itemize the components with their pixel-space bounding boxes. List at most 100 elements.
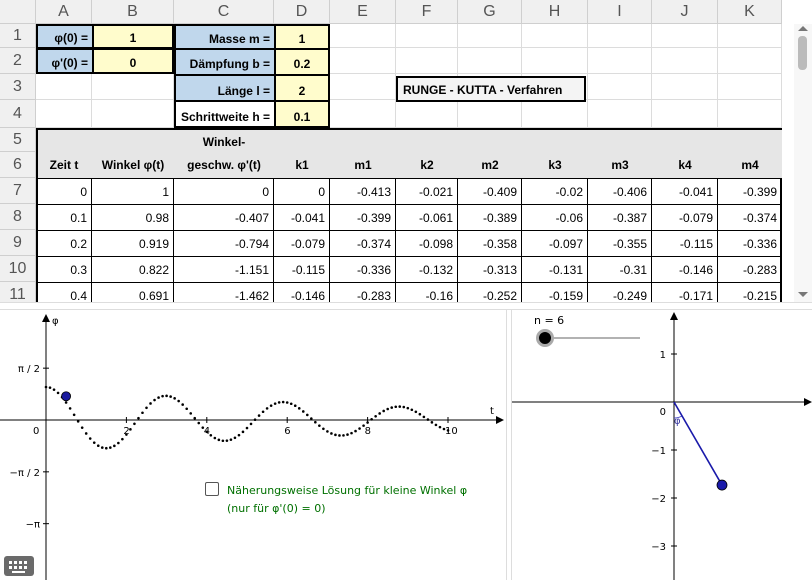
table-cell[interactable]: -0.399	[330, 204, 396, 230]
column-header-i[interactable]: I	[588, 0, 652, 24]
grid-cell[interactable]	[396, 24, 458, 48]
row-header-6[interactable]: 6	[0, 152, 36, 178]
table-cell[interactable]: -0.794	[174, 230, 274, 256]
grid-cell[interactable]	[588, 48, 652, 74]
grid-cell[interactable]	[92, 100, 174, 128]
row-header-7[interactable]: 7	[0, 178, 36, 204]
table-cell[interactable]: -0.413	[330, 178, 396, 204]
grid-cell[interactable]	[588, 74, 652, 100]
grid-cell[interactable]	[588, 24, 652, 48]
column-header-j[interactable]: J	[652, 0, 718, 24]
grid-cell[interactable]	[330, 24, 396, 48]
column-header-c[interactable]: C	[174, 0, 274, 24]
grid-cell[interactable]	[458, 24, 522, 48]
table-cell[interactable]: -0.021	[396, 178, 458, 204]
row-header-3[interactable]: 3	[0, 74, 36, 100]
table-cell[interactable]: -0.06	[522, 204, 588, 230]
grid-cell[interactable]	[652, 74, 718, 100]
grid-cell[interactable]	[718, 100, 782, 128]
table-cell[interactable]: -0.336	[718, 230, 782, 256]
row-header-8[interactable]: 8	[0, 204, 36, 230]
slider-handle[interactable]	[536, 329, 554, 347]
grid-cell[interactable]	[522, 24, 588, 48]
table-cell[interactable]: -0.132	[396, 256, 458, 282]
grid-cell[interactable]	[718, 24, 782, 48]
table-cell[interactable]: -0.283	[718, 256, 782, 282]
current-point[interactable]	[61, 391, 71, 402]
phi0-value[interactable]: 1	[92, 24, 174, 49]
table-cell[interactable]: 0.98	[92, 204, 174, 230]
vertical-scrollbar[interactable]	[794, 24, 812, 302]
table-cell[interactable]: -0.283	[330, 282, 396, 302]
table-cell[interactable]: -0.252	[458, 282, 522, 302]
table-cell[interactable]: -1.151	[174, 256, 274, 282]
dphi0-value[interactable]: 0	[92, 48, 174, 74]
table-cell[interactable]: -0.097	[522, 230, 588, 256]
grid-cell[interactable]	[92, 74, 174, 100]
row-header-2[interactable]: 2	[0, 48, 36, 74]
view-divider[interactable]	[0, 302, 812, 310]
row-header-4[interactable]: 4	[0, 100, 36, 128]
row-header-5[interactable]: 5	[0, 128, 36, 152]
scroll-up-icon[interactable]	[798, 26, 808, 31]
table-cell[interactable]: -0.336	[330, 256, 396, 282]
row-header-10[interactable]: 10	[0, 256, 36, 282]
table-cell[interactable]: -0.399	[718, 178, 782, 204]
table-cell[interactable]: -0.171	[652, 282, 718, 302]
approx-checkbox[interactable]	[205, 482, 219, 496]
table-cell[interactable]: 0.4	[36, 282, 92, 302]
column-header-a[interactable]: A	[36, 0, 92, 24]
table-cell[interactable]: -0.407	[174, 204, 274, 230]
table-cell[interactable]: -0.115	[274, 256, 330, 282]
column-header-b[interactable]: B	[92, 0, 174, 24]
scrollbar-thumb[interactable]	[798, 36, 807, 70]
table-cell[interactable]: 0.691	[92, 282, 174, 302]
grid-cell[interactable]	[458, 48, 522, 74]
table-cell[interactable]: -0.146	[274, 282, 330, 302]
table-cell[interactable]: -0.041	[652, 178, 718, 204]
table-cell[interactable]: -0.079	[274, 230, 330, 256]
column-header-g[interactable]: G	[458, 0, 522, 24]
graphics-view-pendulum[interactable]: n = 6 1 0 −1 −2 −3 φ	[512, 310, 812, 580]
table-cell[interactable]: -0.079	[652, 204, 718, 230]
grid-cell[interactable]	[396, 48, 458, 74]
table-cell[interactable]: -0.406	[588, 178, 652, 204]
mass-value[interactable]: 1	[274, 24, 330, 50]
grid-cell[interactable]	[396, 100, 458, 128]
row-header-9[interactable]: 9	[0, 230, 36, 256]
length-value[interactable]: 2	[274, 74, 330, 102]
grid-cell[interactable]	[458, 100, 522, 128]
grid-cell[interactable]	[652, 48, 718, 74]
column-header-k[interactable]: K	[718, 0, 782, 24]
table-cell[interactable]: -0.115	[652, 230, 718, 256]
table-cell[interactable]: -0.131	[522, 256, 588, 282]
keyboard-icon[interactable]	[4, 556, 34, 576]
grid-cell[interactable]	[718, 48, 782, 74]
table-cell[interactable]: 1	[92, 178, 174, 204]
row-header-11[interactable]: 11	[0, 282, 36, 302]
grid-cell[interactable]	[652, 100, 718, 128]
table-cell[interactable]: -0.098	[396, 230, 458, 256]
grid-cell[interactable]	[718, 74, 782, 100]
grid-cell[interactable]	[330, 48, 396, 74]
damping-value[interactable]: 0.2	[274, 48, 330, 76]
table-cell[interactable]: -0.249	[588, 282, 652, 302]
table-cell[interactable]: -0.409	[458, 178, 522, 204]
column-header-f[interactable]: F	[396, 0, 458, 24]
table-cell[interactable]: -0.16	[396, 282, 458, 302]
column-header-e[interactable]: E	[330, 0, 396, 24]
grid-cell[interactable]	[588, 100, 652, 128]
column-header-h[interactable]: H	[522, 0, 588, 24]
table-cell[interactable]: -0.387	[588, 204, 652, 230]
column-header-d[interactable]: D	[274, 0, 330, 24]
table-cell[interactable]: -0.31	[588, 256, 652, 282]
table-cell[interactable]: -0.313	[458, 256, 522, 282]
table-cell[interactable]: -0.358	[458, 230, 522, 256]
grid-cell[interactable]	[522, 48, 588, 74]
table-cell[interactable]: -0.146	[652, 256, 718, 282]
table-cell[interactable]: 0.1	[36, 204, 92, 230]
scroll-down-icon[interactable]	[798, 292, 808, 297]
grid-cell[interactable]	[522, 100, 588, 128]
table-cell[interactable]: 0.2	[36, 230, 92, 256]
table-cell[interactable]: -1.462	[174, 282, 274, 302]
